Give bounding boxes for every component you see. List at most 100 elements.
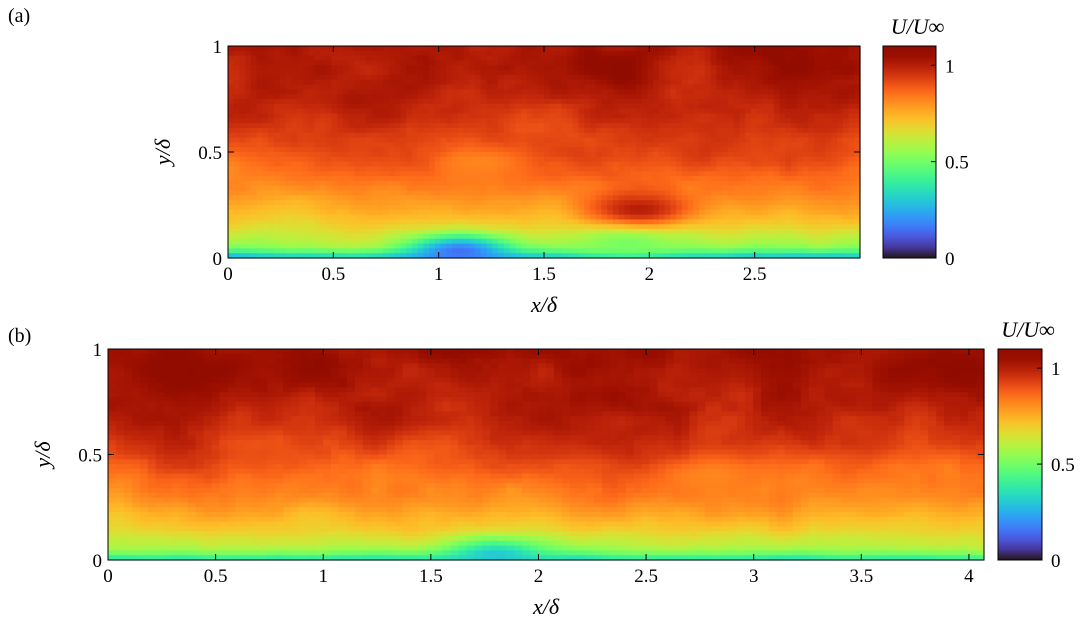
- field-cell: [475, 132, 482, 139]
- field-cell: [256, 166, 264, 172]
- field-cell: [423, 46, 430, 52]
- field-cell: [337, 70, 344, 76]
- field-cell: [670, 50, 677, 57]
- field-cell: [595, 142, 603, 148]
- field-cell: [383, 171, 390, 177]
- field-cell: [498, 205, 505, 211]
- field-cell: [601, 243, 608, 249]
- field-cell: [360, 113, 367, 119]
- field-cell: [762, 176, 769, 182]
- field-cell: [475, 180, 482, 187]
- field-cell: [354, 89, 361, 95]
- field-cell: [273, 180, 281, 187]
- field-cell: [342, 224, 350, 230]
- field-cell: [319, 74, 327, 81]
- field-cell: [452, 233, 459, 240]
- field-cell: [762, 137, 769, 143]
- field-cell: [848, 243, 855, 249]
- field-cell: [526, 137, 534, 143]
- field-cell: [635, 94, 643, 100]
- field-cell: [383, 142, 390, 148]
- field-cell: [612, 94, 620, 100]
- field-cell: [360, 248, 367, 254]
- field-cell: [676, 176, 683, 182]
- field-cell: [371, 79, 378, 86]
- field-cell: [802, 70, 809, 76]
- field-cell: [814, 103, 821, 110]
- field-cell: [348, 248, 355, 254]
- field-cell: [446, 103, 453, 110]
- field-cell: [429, 243, 436, 249]
- field-cell: [331, 161, 338, 168]
- field-cell: [325, 70, 333, 76]
- field-cell: [400, 219, 407, 225]
- field-cell: [681, 118, 689, 124]
- field-cell: [423, 65, 430, 71]
- field-cell: [509, 161, 516, 168]
- field-cell: [842, 205, 850, 211]
- field-cell: [538, 127, 545, 134]
- field-cell: [463, 190, 470, 196]
- field-cell: [469, 180, 476, 187]
- field-cell: [325, 60, 333, 66]
- field-cell: [791, 156, 798, 163]
- field-cell: [296, 171, 304, 177]
- field-cell: [383, 50, 390, 57]
- field-cell: [440, 209, 447, 216]
- field-cell: [480, 70, 488, 76]
- field-cell: [607, 166, 614, 172]
- field-cell: [291, 209, 298, 216]
- field-cell: [710, 84, 717, 90]
- field-cell: [469, 205, 476, 211]
- field-cell: [785, 171, 792, 177]
- field-cell: [716, 243, 723, 249]
- field-cell: [250, 46, 258, 52]
- field-cell: [819, 50, 827, 57]
- field-cell: [544, 55, 551, 62]
- field-cell: [515, 166, 522, 172]
- field-cell: [446, 195, 453, 201]
- field-cell: [325, 99, 333, 105]
- field-cell: [315, 349, 324, 355]
- field-cell: [458, 349, 467, 355]
- field-cell: [584, 185, 591, 192]
- field-cell: [239, 137, 246, 143]
- field-cell: [595, 161, 603, 168]
- field-cell: [819, 156, 827, 163]
- field-cell: [814, 224, 821, 230]
- field-cell: [791, 214, 798, 221]
- field-cell: [475, 205, 482, 211]
- field-cell: [785, 233, 792, 240]
- field-cell: [837, 94, 844, 100]
- field-cell: [710, 224, 717, 230]
- field-cell: [371, 205, 378, 211]
- field-cell: [526, 89, 534, 95]
- field-cell: [262, 113, 269, 119]
- field-cell: [670, 70, 677, 76]
- field-cell: [710, 99, 717, 105]
- field-cell: [779, 243, 786, 249]
- field-cell: [429, 55, 436, 62]
- field-cell: [371, 132, 378, 139]
- field-cell: [365, 214, 373, 221]
- field-cell: [796, 205, 804, 211]
- field-cell: [526, 127, 534, 134]
- field-cell: [250, 137, 258, 143]
- field-cell: [658, 137, 666, 143]
- field-cell: [831, 156, 838, 163]
- field-cell: [538, 132, 545, 139]
- field-cell: [808, 118, 815, 124]
- field-cell: [848, 224, 855, 230]
- field-cell: [429, 108, 436, 115]
- field-cell: [239, 180, 246, 187]
- field-cell: [848, 166, 855, 172]
- field-cell: [739, 152, 746, 158]
- field-cell: [578, 156, 585, 163]
- field-cell: [498, 132, 505, 139]
- field-cell: [342, 243, 350, 249]
- field-cell: [584, 50, 591, 57]
- field-cell: [383, 113, 390, 119]
- field-cell: [446, 229, 453, 235]
- field-cell: [434, 65, 442, 71]
- field-cell: [607, 195, 614, 201]
